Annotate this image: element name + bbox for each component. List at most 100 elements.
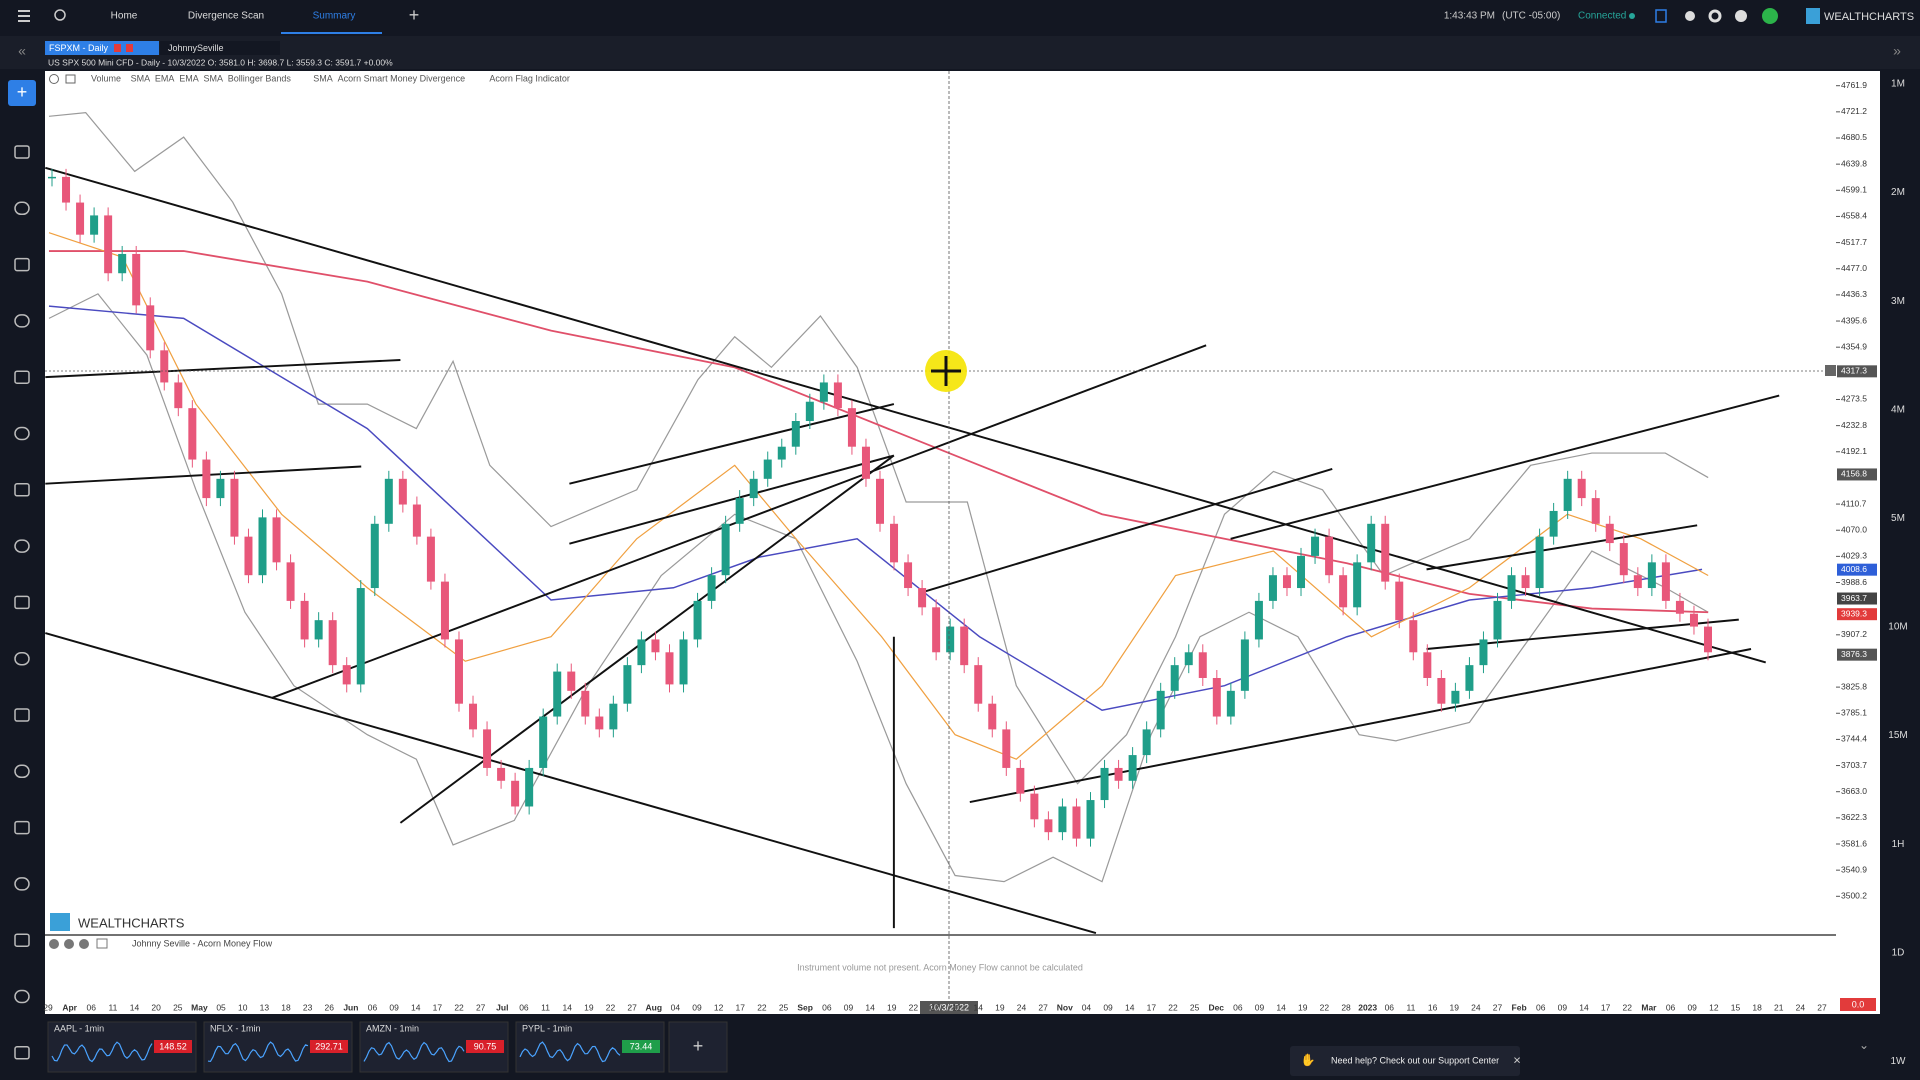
tool[interactable] — [14, 201, 30, 216]
candle — [62, 176, 71, 203]
add-watch[interactable] — [668, 1021, 728, 1073]
date-label: 19 — [887, 1002, 897, 1012]
candle — [1535, 536, 1544, 589]
date-label: 17 — [1601, 1002, 1611, 1012]
date-label: 14 — [562, 1002, 572, 1012]
menu-icon[interactable] — [18, 10, 30, 22]
indicator-label[interactable]: EMA — [155, 73, 175, 83]
timeframe[interactable]: 10M — [1888, 622, 1907, 633]
date-label: 06 — [1536, 1002, 1546, 1012]
layout-tab[interactable] — [160, 41, 280, 55]
nav-tab[interactable]: Summary — [313, 11, 356, 22]
tool[interactable] — [14, 877, 30, 891]
sparkline — [51, 1041, 153, 1063]
price-axis — [1836, 71, 1880, 1014]
candle — [1128, 755, 1137, 781]
timeframe[interactable]: 15M — [1888, 730, 1907, 741]
timeframe[interactable]: 1W — [1891, 1056, 1907, 1067]
price-marker-label: 4317.3 — [1841, 366, 1867, 376]
pane-value-box — [1840, 998, 1876, 1011]
timeframe[interactable]: 1D — [1892, 947, 1905, 958]
indicator-label[interactable]: Acorn Smart Money Divergence — [338, 73, 466, 83]
close-toast[interactable]: × — [1513, 1052, 1521, 1067]
candle — [876, 478, 884, 524]
watch-name: AAPL - 1min — [54, 1023, 104, 1033]
watch-name: NFLX - 1min — [210, 1023, 261, 1033]
add-watch-icon: + — [693, 1036, 704, 1056]
help-icon[interactable] — [1735, 10, 1747, 22]
timeframe[interactable]: 3M — [1891, 296, 1905, 307]
price-label: 4599.1 — [1841, 185, 1867, 195]
date-label: 15 — [1731, 1002, 1741, 1012]
date-label: 06 — [1666, 1002, 1676, 1012]
indicator-collapse[interactable] — [65, 74, 76, 84]
date-label: 25 — [173, 1002, 183, 1012]
tool[interactable] — [14, 989, 30, 1004]
tool[interactable] — [14, 708, 30, 722]
candle — [328, 620, 337, 666]
date-label: 27 — [1817, 1002, 1827, 1012]
help-toast[interactable] — [1290, 1046, 1520, 1076]
add-tool[interactable] — [8, 80, 36, 106]
date-label: Dec — [1208, 1002, 1224, 1012]
tool[interactable] — [14, 651, 30, 666]
indicator-label[interactable]: SMA — [313, 73, 333, 83]
profile-icon[interactable] — [1762, 8, 1778, 24]
collapse-left[interactable]: « — [18, 43, 26, 59]
timeframe[interactable]: 4M — [1891, 404, 1905, 415]
indicator-label[interactable]: Bollinger Bands — [228, 73, 292, 83]
timeframe[interactable]: 2M — [1891, 187, 1905, 198]
price-marker-label: 4008.6 — [1841, 564, 1867, 574]
tool[interactable] — [14, 820, 30, 835]
timeframe[interactable]: 1H — [1892, 839, 1905, 850]
pane-buttons[interactable] — [49, 939, 89, 949]
nav-tab[interactable]: Home — [111, 11, 138, 22]
timeframe[interactable]: 5M — [1891, 513, 1905, 524]
indicator-label[interactable]: EMA — [179, 73, 199, 83]
price-label: 3907.2 — [1841, 629, 1867, 639]
expand-watchlist[interactable]: ⌄ — [1859, 1038, 1869, 1052]
indicator-hide[interactable] — [49, 74, 59, 84]
watch-tile[interactable] — [47, 1021, 197, 1073]
save-icon[interactable] — [1655, 9, 1667, 23]
tool-icons[interactable] — [14, 145, 30, 1080]
tool[interactable] — [14, 257, 30, 272]
candle — [567, 671, 576, 691]
crosshair-add[interactable] — [1825, 365, 1836, 376]
timeframe[interactable]: 1M — [1891, 79, 1905, 90]
nav-tab[interactable]: Divergence Scan — [188, 11, 264, 22]
tool[interactable] — [14, 764, 30, 779]
tool[interactable] — [14, 370, 30, 384]
tab-flag — [126, 44, 133, 52]
candle — [553, 671, 562, 717]
indicator-label[interactable]: SMA — [131, 73, 151, 83]
candle — [426, 536, 435, 582]
connection-status: Connected — [1578, 11, 1626, 22]
collapse-right[interactable]: » — [1893, 43, 1901, 59]
settings-icon[interactable] — [1708, 9, 1722, 23]
tool[interactable] — [14, 426, 30, 441]
candle — [370, 523, 379, 589]
date-label: 13 — [260, 1002, 270, 1012]
indicator-label[interactable]: SMA — [204, 73, 224, 83]
bell-icon[interactable] — [1685, 11, 1695, 21]
candle — [1184, 652, 1193, 666]
add-tool-icon: + — [17, 82, 28, 102]
price-label: 3988.6 — [1841, 577, 1867, 587]
tool[interactable] — [14, 145, 30, 159]
watermark-logo — [50, 913, 70, 931]
tool[interactable] — [14, 933, 30, 947]
tool[interactable] — [14, 595, 30, 610]
pane-collapse[interactable] — [96, 938, 108, 949]
tool[interactable] — [14, 539, 30, 553]
tool[interactable] — [14, 314, 30, 328]
tool[interactable] — [14, 483, 30, 497]
indicator-label[interactable]: Acorn Flag Indicator — [489, 73, 570, 83]
candle — [1002, 729, 1011, 768]
tool[interactable] — [14, 1046, 30, 1060]
indicator-label[interactable]: Volume — [91, 73, 121, 83]
add-tab[interactable]: + — [409, 5, 420, 25]
candle — [946, 626, 955, 653]
search-icon[interactable] — [54, 9, 66, 21]
watch-name: AMZN - 1min — [366, 1023, 419, 1033]
